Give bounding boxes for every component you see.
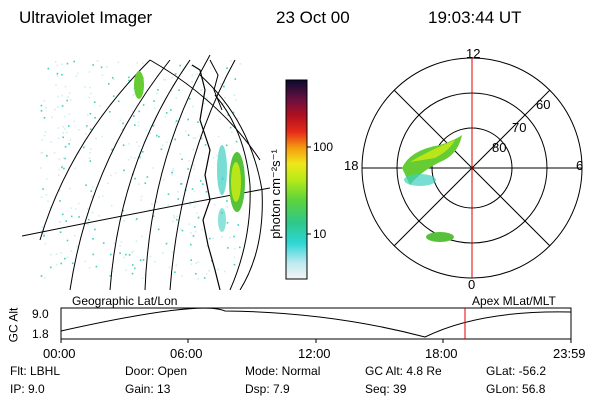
mlt-label-18: 18 bbox=[344, 158, 359, 173]
footer-seq: Seq: 39 bbox=[365, 382, 407, 396]
timeline-xtick-3: 18:00 bbox=[425, 346, 458, 361]
footer-gc-alt: GC Alt: 4.8 Re bbox=[365, 364, 442, 378]
timeline-xtick-2: 12:00 bbox=[298, 346, 331, 361]
lat-label-80: 80 bbox=[492, 140, 507, 155]
timeline-axis-label: GC Alt bbox=[6, 307, 21, 343]
footer-gain: Gain: 13 bbox=[125, 382, 171, 396]
timeline-xtick-4: 23:59 bbox=[553, 346, 586, 361]
footer-dsp: Dsp: 7.9 bbox=[245, 382, 290, 396]
timeline-ytick-low: 1.8 bbox=[32, 327, 49, 341]
altitude-timeline bbox=[60, 307, 572, 343]
timeline-left-title: Geographic Lat/Lon bbox=[72, 294, 178, 308]
footer-glat: GLat: -56.2 bbox=[486, 364, 547, 378]
mlt-label-6: 6 bbox=[576, 158, 584, 173]
footer-flt: Flt: LBHL bbox=[10, 364, 61, 378]
footer-door: Door: Open bbox=[125, 364, 188, 378]
mlt-label-12: 12 bbox=[466, 46, 481, 61]
footer-ip: IP: 9.0 bbox=[10, 382, 45, 396]
footer-mode: Mode: Normal bbox=[245, 364, 321, 378]
app-title: Ultraviolet Imager bbox=[19, 8, 153, 27]
timeline-xtick-1: 06:00 bbox=[170, 346, 203, 361]
colorbar-tick-100: 100 bbox=[313, 140, 334, 154]
footer-glon: GLon: 56.8 bbox=[486, 382, 546, 396]
colorbar bbox=[285, 79, 308, 280]
polar-plot bbox=[361, 57, 583, 279]
colorbar-label: photon cm⁻²s⁻¹ bbox=[268, 149, 283, 239]
timeline-xtick-0: 00:00 bbox=[43, 346, 76, 361]
colorbar-tick-10: 10 bbox=[313, 227, 327, 241]
polar-aurora bbox=[402, 135, 462, 242]
date-label: 23 Oct 00 bbox=[276, 8, 350, 27]
lat-label-70: 70 bbox=[512, 120, 527, 135]
time-label: 19:03:44 UT bbox=[428, 8, 522, 27]
lat-label-60: 60 bbox=[536, 97, 551, 112]
timeline-right-title: Apex MLat/MLT bbox=[472, 294, 556, 308]
timeline-ytick-high: 9.0 bbox=[32, 307, 49, 321]
mlt-label-0: 0 bbox=[468, 277, 476, 292]
aurora-map-patches bbox=[134, 71, 245, 232]
